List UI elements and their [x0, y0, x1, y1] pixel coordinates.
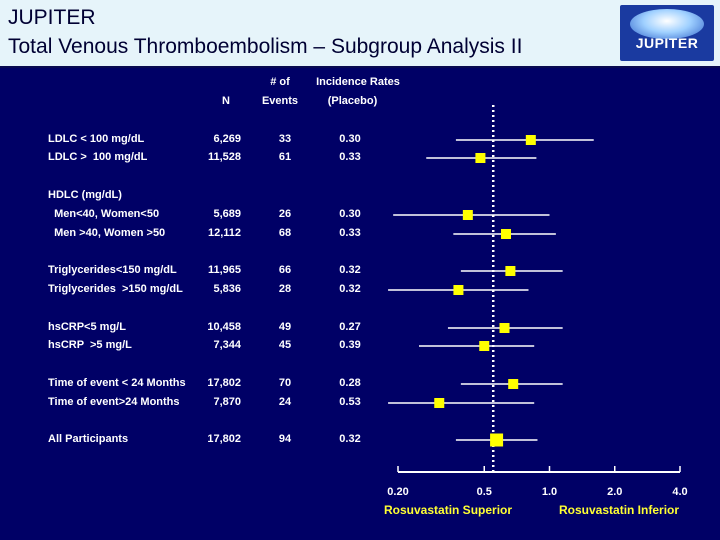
row-n: 17,802 — [207, 433, 241, 445]
x-tick-label: 2.0 — [607, 486, 623, 498]
row-events: 26 — [278, 208, 292, 220]
hazard-ratio-marker — [501, 229, 512, 239]
row-label: hsCRP >5 mg/L — [48, 339, 132, 351]
row-incidence: 0.28 — [339, 377, 361, 389]
row-label: Time of event>24 Months — [48, 396, 180, 408]
row-n: 7,344 — [213, 339, 241, 351]
right-direction-label: Rosuvastatin Inferior — [559, 503, 680, 517]
row-incidence: 0.39 — [339, 339, 361, 351]
row-incidence: 0.53 — [339, 396, 361, 408]
hazard-ratio-marker — [479, 341, 490, 351]
table-row: Triglycerides >150 mg/dL 5,836 28 0.32 — [0, 283, 400, 297]
row-n: 17,802 — [207, 377, 241, 389]
row-label: Triglycerides >150 mg/dL — [48, 283, 183, 295]
left-direction-label: Rosuvastatin Superior — [384, 503, 513, 517]
row-label: Men >40, Women >50 — [48, 227, 166, 239]
row-events: 24 — [278, 396, 292, 408]
row-incidence: 0.33 — [339, 151, 361, 163]
row-events: 28 — [278, 283, 292, 295]
hazard-ratio-marker — [490, 433, 504, 447]
row-n: 7,870 — [213, 396, 241, 408]
slide-header: JUPITER Total Venous Thromboembolism – S… — [0, 0, 720, 68]
table-row: LDLC > 100 mg/dL 11,528 61 0.33 — [0, 151, 400, 165]
hazard-ratio-marker — [462, 210, 473, 220]
hazard-ratio-marker — [505, 266, 516, 276]
row-incidence: 0.32 — [339, 283, 361, 295]
table-row: Triglycerides<150 mg/dL 11,965 66 0.32 — [0, 264, 400, 278]
row-label: Time of event < 24 Months — [48, 377, 186, 389]
x-tick-label: 0.20 — [387, 486, 409, 498]
hazard-ratio-marker — [453, 285, 464, 295]
x-tick-label: 4.0 — [672, 486, 688, 498]
row-incidence: 0.33 — [339, 227, 361, 239]
column-header-events-bottom: Events — [261, 95, 299, 107]
row-events: 49 — [278, 321, 292, 333]
row-events: 33 — [278, 133, 292, 145]
table-row: LDLC < 100 mg/dL 6,269 33 0.30 — [0, 133, 400, 147]
row-incidence: 0.30 — [339, 133, 361, 145]
hazard-ratio-marker — [508, 379, 519, 389]
logo-globe-icon — [630, 9, 704, 39]
slide-subtitle: Total Venous Thromboembolism – Subgroup … — [8, 35, 523, 58]
hazard-ratio-marker — [434, 398, 445, 408]
row-n: 10,458 — [207, 321, 241, 333]
table-row: Men >40, Women >50 12,112 68 0.33 — [0, 227, 400, 241]
table-row: Men<40, Women<50 5,689 26 0.30 — [0, 208, 400, 222]
row-label: All Participants — [48, 433, 129, 445]
table-row: Time of event>24 Months 7,870 24 0.53 — [0, 396, 400, 410]
row-events: 68 — [278, 227, 292, 239]
column-header-events-top: # of — [270, 76, 290, 88]
column-header-incidence-top: Incidence Rates — [316, 76, 400, 88]
row-events: 66 — [278, 264, 292, 276]
row-incidence: 0.30 — [339, 208, 361, 220]
group-header-row: HDLC (mg/dL) — [0, 189, 400, 203]
table-row: hsCRP >5 mg/L 7,344 45 0.39 — [0, 339, 400, 353]
hazard-ratio-marker — [499, 323, 510, 333]
table-row: hsCRP<5 mg/L 10,458 49 0.27 — [0, 321, 400, 335]
x-tick-label: 1.0 — [541, 486, 558, 498]
row-label: HDLC (mg/dL) — [48, 189, 122, 201]
row-n: 12,112 — [207, 227, 241, 239]
table-row: Time of event < 24 Months 17,802 70 0.28 — [0, 377, 400, 391]
row-n: 11,528 — [207, 151, 241, 163]
row-events: 70 — [278, 377, 292, 389]
column-header-incidence-bottom: (Placebo) — [327, 95, 378, 107]
hazard-ratio-marker — [525, 135, 536, 145]
row-n: 5,689 — [213, 208, 241, 220]
row-label: Men<40, Women<50 — [48, 208, 160, 220]
logo-text: JUPITER — [635, 35, 699, 51]
row-events: 94 — [278, 433, 292, 445]
row-incidence: 0.32 — [339, 433, 361, 445]
hazard-ratio-marker — [475, 153, 486, 163]
row-events: 45 — [278, 339, 292, 351]
row-n: 11,965 — [207, 264, 241, 276]
row-n: 6,269 — [213, 133, 241, 145]
row-label: Triglycerides<150 mg/dL — [48, 264, 177, 276]
row-label: hsCRP<5 mg/L — [48, 321, 126, 333]
column-header-n: N — [222, 95, 230, 107]
slide-title: JUPITER — [8, 6, 96, 29]
row-n: 5,836 — [213, 283, 241, 295]
row-label: LDLC < 100 mg/dL — [48, 133, 145, 145]
row-incidence: 0.32 — [339, 264, 361, 276]
x-tick-label: 0.5 — [476, 486, 492, 498]
jupiter-logo: JUPITER — [620, 5, 714, 61]
row-events: 61 — [278, 151, 292, 163]
row-incidence: 0.27 — [339, 321, 361, 333]
row-label: LDLC > 100 mg/dL — [48, 151, 148, 163]
table-row: All Participants 17,802 94 0.32 — [0, 433, 400, 447]
